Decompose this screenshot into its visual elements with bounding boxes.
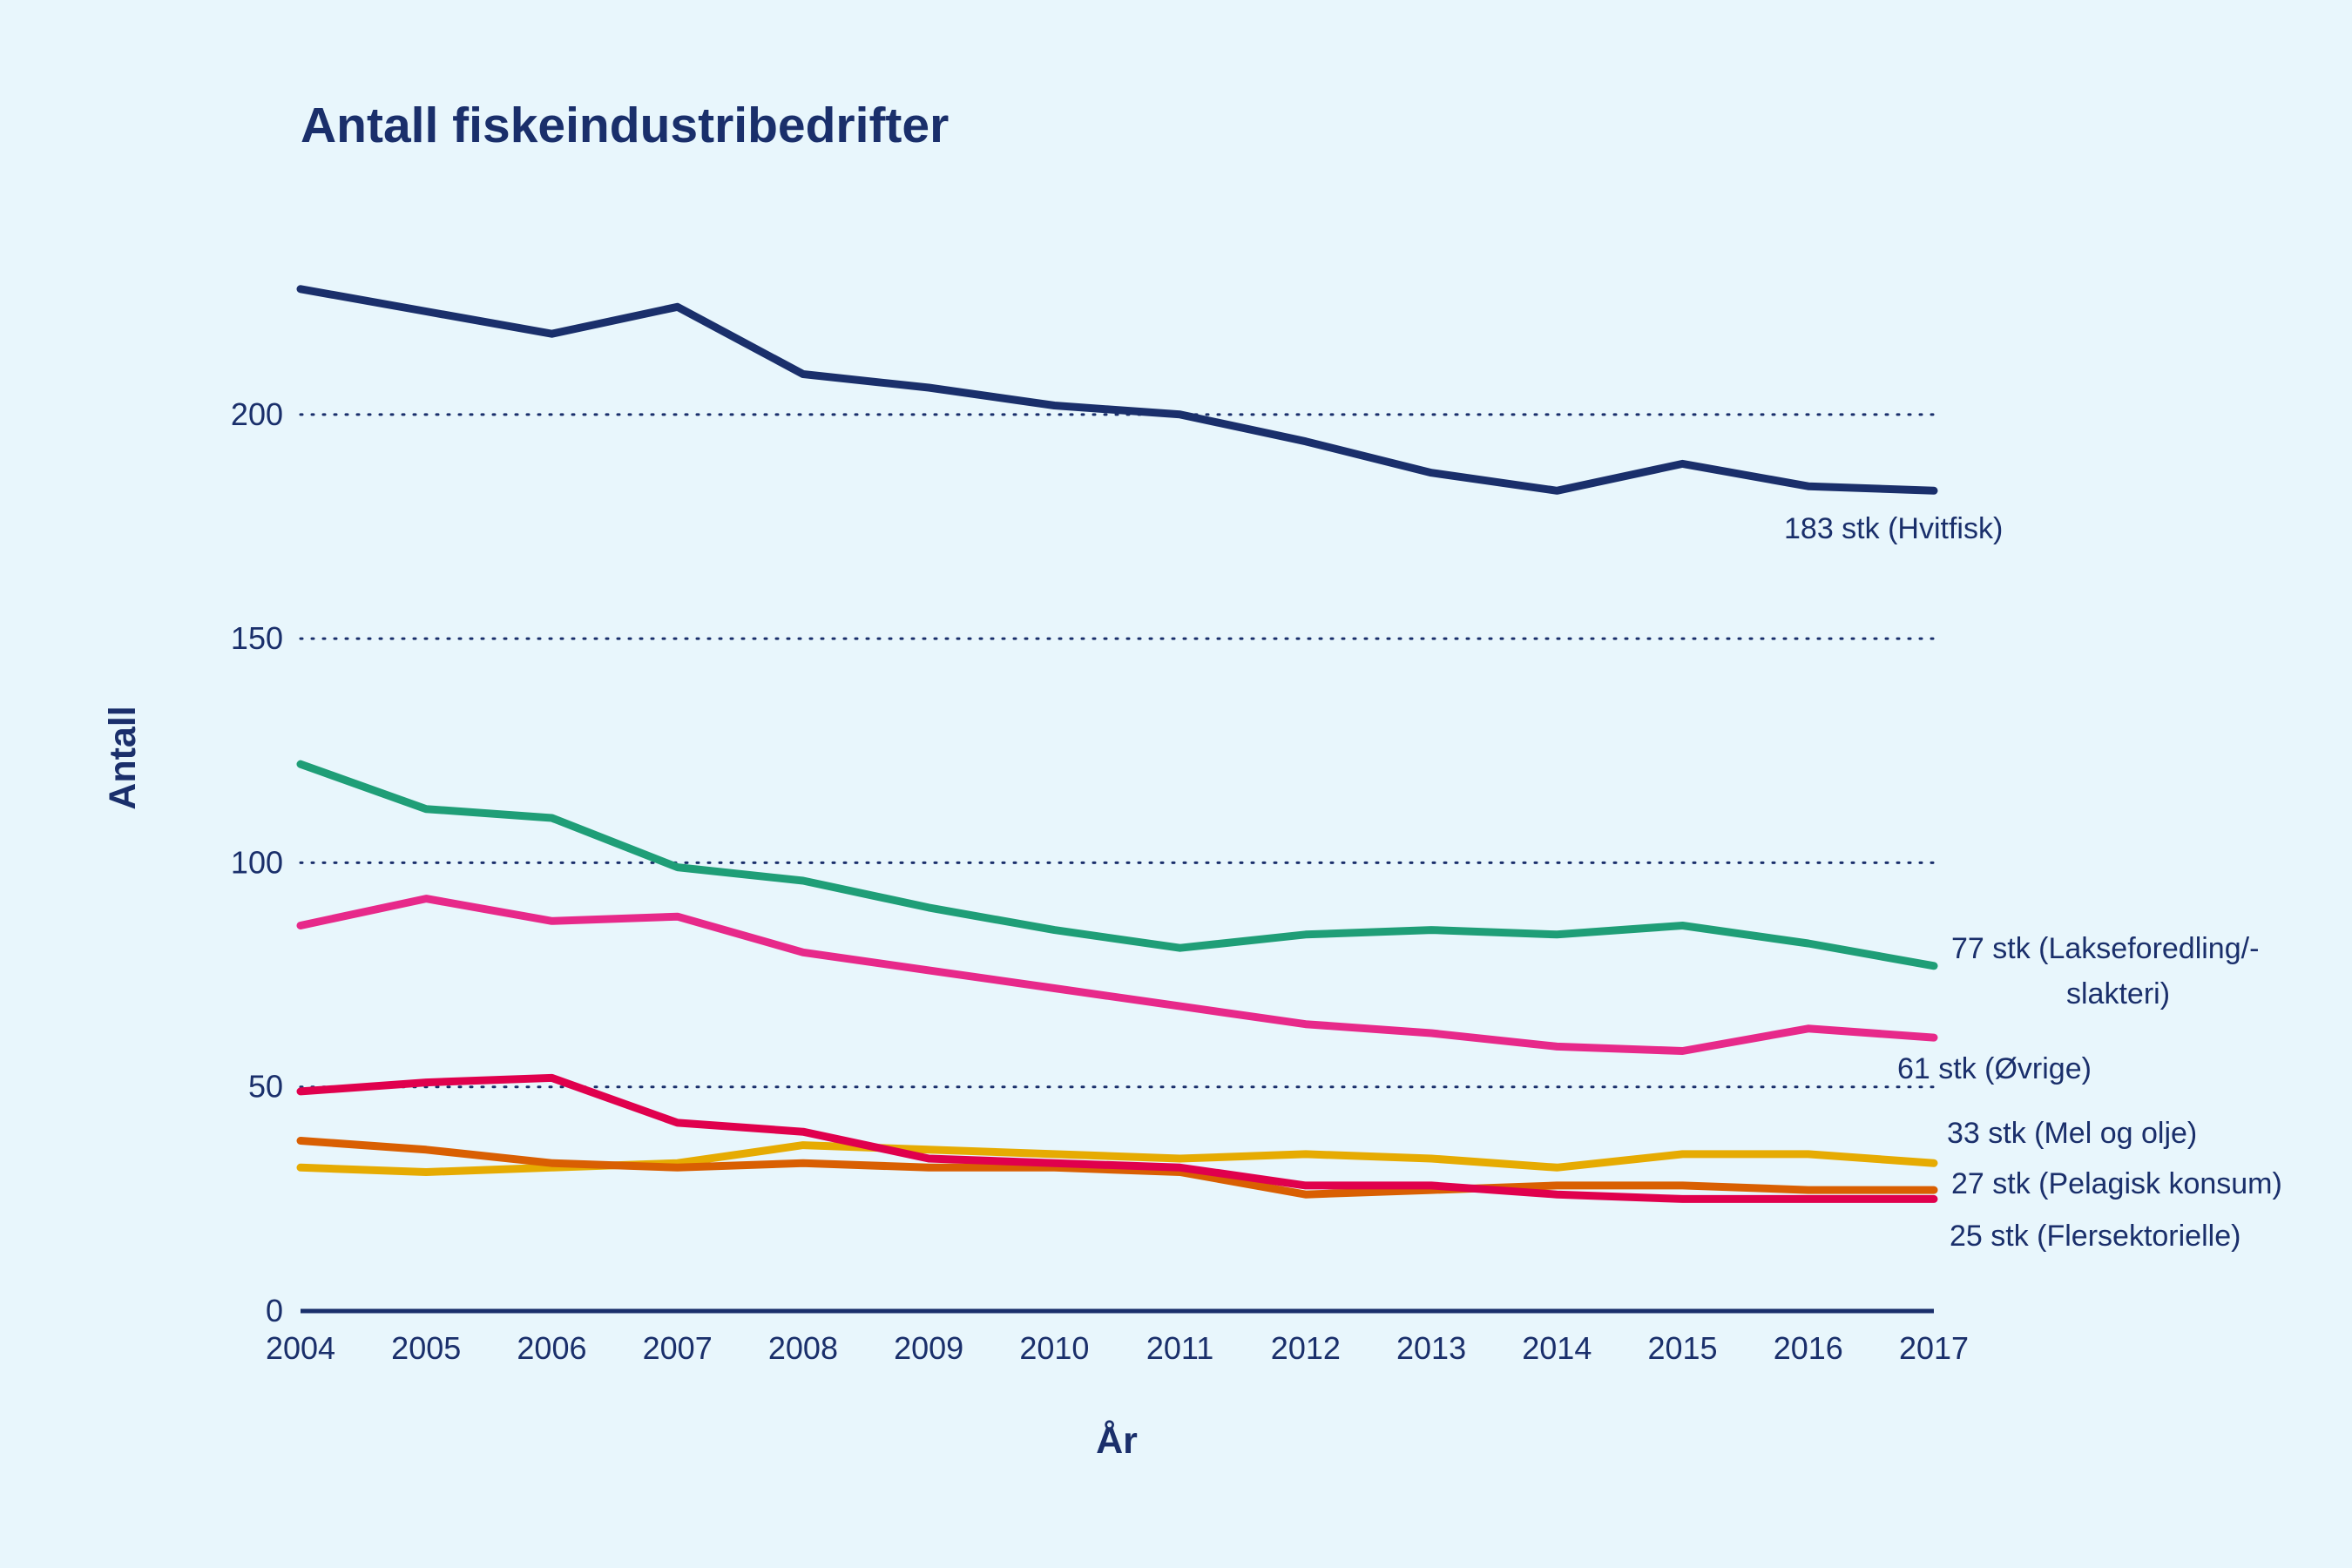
series-line-5: [296, 1073, 1938, 1203]
series-end-label: 25 stk (Flersektorielle): [1950, 1220, 2240, 1253]
x-tick-label: 2015: [1647, 1330, 1717, 1366]
series-end-labels: 183 stk (Hvitfisk) 77 stk (Lakseforedling…: [1784, 512, 2282, 1253]
y-tick-label: 150: [231, 620, 283, 656]
x-tick-label: 2008: [768, 1330, 838, 1366]
x-tick-label: 2005: [391, 1330, 461, 1366]
x-tick-label: 2014: [1522, 1330, 1592, 1366]
series-line-4: [296, 1137, 1938, 1199]
x-tick-label: 2011: [1146, 1330, 1213, 1366]
x-tick-label: 2016: [1774, 1330, 1843, 1366]
series-line-2: [296, 895, 1938, 1055]
y-tick-label: 0: [266, 1293, 283, 1328]
y-tick-label: 100: [231, 844, 283, 880]
x-tick-label: 2004: [266, 1330, 335, 1366]
x-tick-label: 2013: [1396, 1330, 1466, 1366]
series-lines: [296, 285, 1938, 1203]
gridlines: [299, 413, 1936, 1314]
series-end-label: 27 stk (Pelagisk konsum): [1951, 1167, 2282, 1200]
x-tick-label: 2006: [517, 1330, 586, 1366]
series-end-label: 61 stk (Øvrige): [1897, 1052, 2092, 1085]
y-tick-label: 200: [231, 396, 283, 432]
series-line-1: [296, 760, 1938, 970]
x-tick-label: 2017: [1899, 1330, 1969, 1366]
x-tick-label: 2012: [1271, 1330, 1341, 1366]
x-tick-label: 2009: [894, 1330, 963, 1366]
series-end-label: 33 stk (Mel og olje): [1947, 1117, 2197, 1150]
x-tick-label: 2007: [643, 1330, 713, 1366]
x-tick-label: 2010: [1019, 1330, 1089, 1366]
series-line-0: [296, 285, 1938, 495]
x-axis-title: År: [1096, 1420, 1138, 1462]
axis-ticks: 0 50 100 150 200 2004 2005 2006 2007 2008 2009 2010…: [231, 396, 1969, 1366]
series-end-label: 183 stk (Hvitfisk): [1784, 512, 2003, 545]
y-tick-label: 50: [248, 1069, 283, 1105]
series-end-label: 77 stk (Lakseforedling/-slakteri): [1951, 932, 2259, 1010]
y-axis-title: Antall: [102, 706, 144, 809]
chart-title: Antall fiskeindustribedrifter: [301, 98, 949, 153]
